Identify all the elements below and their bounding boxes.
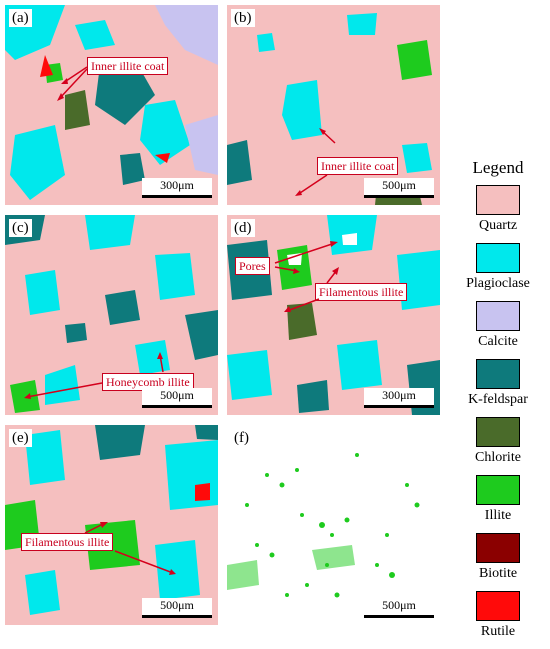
legend-label-quartz: Quartz bbox=[478, 218, 518, 233]
legend-swatch-biotite bbox=[476, 533, 520, 563]
mineral-map-f bbox=[227, 425, 440, 625]
legend-item-rutile: Rutile bbox=[448, 591, 548, 649]
legend-swatch-rutile bbox=[476, 591, 520, 621]
panel-label-e: (e) bbox=[9, 429, 32, 447]
scale-bar-e: 500μm bbox=[142, 598, 212, 618]
legend: Legend Quartz Plagioclase Calcite K-feld… bbox=[448, 158, 548, 649]
mineral-map-e bbox=[5, 425, 218, 625]
legend-swatch-plagioclase bbox=[476, 243, 520, 273]
panel-label-a: (a) bbox=[9, 9, 32, 27]
legend-title: Legend bbox=[472, 158, 524, 177]
legend-swatch-calcite bbox=[476, 301, 520, 331]
legend-label-k-feldspar: K-feldspar bbox=[468, 392, 528, 407]
panel-f: (f) 500μm bbox=[227, 425, 440, 625]
annotation-inner-illite-coat-a: Inner illite coat bbox=[87, 57, 169, 75]
legend-swatch-illite bbox=[476, 475, 520, 505]
panel-c: (c) Honeycomb illite 500μm bbox=[5, 215, 218, 415]
scale-bar-f: 500μm bbox=[364, 598, 434, 618]
panel-b: (b) Inner illite coat 500μm bbox=[227, 5, 440, 205]
legend-item-plagioclase: Plagioclase bbox=[448, 243, 548, 301]
legend-label-calcite: Calcite bbox=[478, 334, 518, 349]
annotation-pores: Pores bbox=[235, 257, 270, 275]
panel-a: (a) Inner illite coat 300μm bbox=[5, 5, 218, 205]
legend-item-k-feldspar: K-feldspar bbox=[448, 359, 548, 417]
annotation-filamentous-illite-d: Filamentous illite bbox=[315, 283, 408, 301]
legend-item-biotite: Biotite bbox=[448, 533, 548, 591]
legend-label-biotite: Biotite bbox=[478, 566, 518, 581]
legend-swatch-quartz bbox=[476, 185, 520, 215]
panel-label-f: (f) bbox=[231, 429, 252, 447]
panel-label-c: (c) bbox=[9, 219, 32, 237]
legend-label-illite: Illite bbox=[484, 508, 512, 523]
mineral-map-b bbox=[227, 5, 440, 205]
scale-bar-d: 300μm bbox=[364, 388, 434, 408]
legend-swatch-k-feldspar bbox=[476, 359, 520, 389]
legend-item-chlorite: Chlorite bbox=[448, 417, 548, 475]
scale-bar-a: 300μm bbox=[142, 178, 212, 198]
legend-label-plagioclase: Plagioclase bbox=[466, 276, 530, 291]
legend-item-illite: Illite bbox=[448, 475, 548, 533]
mineral-map-d bbox=[227, 215, 440, 415]
panel-label-d: (d) bbox=[231, 219, 255, 237]
panel-d: (d) Pores Filamentous illite 300μm bbox=[227, 215, 440, 415]
legend-item-calcite: Calcite bbox=[448, 301, 548, 359]
scale-bar-b: 500μm bbox=[364, 178, 434, 198]
legend-item-quartz: Quartz bbox=[448, 185, 548, 243]
legend-label-rutile: Rutile bbox=[480, 624, 516, 639]
panel-e: (e) Filamentous illite 500μm bbox=[5, 425, 218, 625]
legend-label-chlorite: Chlorite bbox=[475, 450, 521, 465]
panel-label-b: (b) bbox=[231, 9, 255, 27]
scale-bar-c: 500μm bbox=[142, 388, 212, 408]
legend-swatch-chlorite bbox=[476, 417, 520, 447]
annotation-filamentous-illite-e: Filamentous illite bbox=[21, 533, 114, 551]
mineral-map-a bbox=[5, 5, 218, 205]
annotation-inner-illite-coat-b: Inner illite coat bbox=[317, 157, 399, 175]
